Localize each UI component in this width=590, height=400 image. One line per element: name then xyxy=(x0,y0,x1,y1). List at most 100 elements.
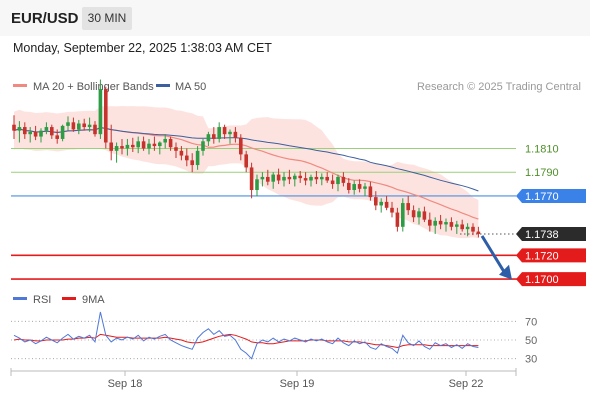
candle xyxy=(428,212,432,232)
candle-body xyxy=(433,220,437,226)
candle-body xyxy=(60,125,65,139)
candle xyxy=(93,121,97,137)
candle-body xyxy=(179,150,184,156)
timeframe-badge[interactable]: 30 MIN xyxy=(82,7,132,30)
x-tick-label: Sep 18 xyxy=(108,378,143,390)
ma50-legend-swatch xyxy=(156,84,170,87)
candle xyxy=(341,172,346,187)
candle-body xyxy=(406,203,410,211)
candle-body xyxy=(168,138,173,148)
candle-body xyxy=(158,142,162,147)
candle xyxy=(255,174,259,196)
candle xyxy=(303,172,308,186)
candles xyxy=(12,79,481,238)
candle-body xyxy=(455,224,459,227)
candle-body xyxy=(255,179,259,190)
candle xyxy=(55,129,59,144)
candle xyxy=(158,141,162,155)
level-label-support: 1.1700 xyxy=(516,272,586,287)
candle xyxy=(422,206,427,223)
candle xyxy=(438,214,443,230)
candle-body xyxy=(314,176,319,180)
candle-body xyxy=(98,89,103,135)
candle-body xyxy=(136,141,140,148)
candle xyxy=(411,205,416,223)
candle-body xyxy=(336,176,340,185)
candle-body xyxy=(114,146,119,151)
candle xyxy=(401,198,405,232)
candle xyxy=(395,207,400,232)
candle-body xyxy=(422,211,427,220)
candle xyxy=(417,207,421,225)
candle-body xyxy=(77,123,81,130)
candle xyxy=(384,195,389,211)
ma50-legend-label: MA 50 xyxy=(175,81,206,93)
candle-body xyxy=(152,143,157,147)
candle-body xyxy=(71,122,76,130)
candle-body xyxy=(276,174,281,181)
x-tick-label: Sep 22 xyxy=(449,378,484,390)
candle xyxy=(249,162,254,199)
candle-body xyxy=(206,134,211,142)
candle xyxy=(17,121,22,143)
candle xyxy=(390,201,394,218)
candle-body xyxy=(309,176,313,181)
candle xyxy=(244,150,248,173)
rsi-tick-label: 30 xyxy=(525,354,537,366)
candle xyxy=(168,136,173,151)
x-axis-ticks: Sep 18 Sep 19 Sep 22 xyxy=(10,368,517,390)
candle xyxy=(352,180,356,195)
candle xyxy=(71,117,76,132)
candle-body xyxy=(233,131,238,138)
candle-body xyxy=(341,176,346,183)
candle-body xyxy=(390,207,394,213)
candle-body xyxy=(33,131,38,137)
candle xyxy=(33,125,38,141)
candle xyxy=(195,146,200,170)
rsi-line xyxy=(13,311,479,360)
candle-body xyxy=(282,176,286,181)
candle xyxy=(233,127,238,143)
candle-body xyxy=(222,127,227,135)
candle xyxy=(82,118,86,131)
candle xyxy=(23,122,27,139)
candle-body xyxy=(438,220,443,225)
candle xyxy=(455,220,459,234)
candle xyxy=(228,129,232,144)
candle-body xyxy=(374,197,378,206)
candle-body xyxy=(417,211,421,218)
candle xyxy=(109,124,113,161)
rsi-ma-line xyxy=(13,333,479,349)
level-label-text: 1.1790 xyxy=(525,167,559,179)
candle xyxy=(66,116,70,131)
rsi-tick-label: 70 xyxy=(525,316,537,328)
candle-body xyxy=(287,176,292,180)
candle xyxy=(471,223,475,236)
candle xyxy=(141,136,146,151)
candle-body xyxy=(352,184,356,190)
level-label-bg xyxy=(516,248,586,263)
rsi-ma-legend-label: 9MA xyxy=(82,294,105,306)
candle xyxy=(28,127,32,143)
candle xyxy=(222,124,227,139)
candle xyxy=(201,138,205,156)
candle-body xyxy=(141,141,146,149)
candle-body xyxy=(260,176,265,180)
x-tick-label: Sep 19 xyxy=(280,378,315,390)
candle-body xyxy=(266,176,270,182)
credit-label: Research © 2025 Trading Central xyxy=(417,81,581,93)
candle-body xyxy=(125,144,130,149)
candle-body xyxy=(411,210,416,218)
candle-body xyxy=(17,127,22,131)
candle xyxy=(368,181,373,201)
level-label-text: 1.1810 xyxy=(525,143,559,155)
symbol-title: EUR/USD xyxy=(11,10,79,27)
candle-body xyxy=(471,226,475,232)
bollinger-band-area xyxy=(14,106,479,239)
candle xyxy=(320,173,324,186)
candle-body xyxy=(55,135,59,139)
level-label-text: 1.1738 xyxy=(525,229,559,241)
candle xyxy=(379,198,383,213)
price-levels xyxy=(11,147,586,280)
candle-body xyxy=(244,154,248,168)
